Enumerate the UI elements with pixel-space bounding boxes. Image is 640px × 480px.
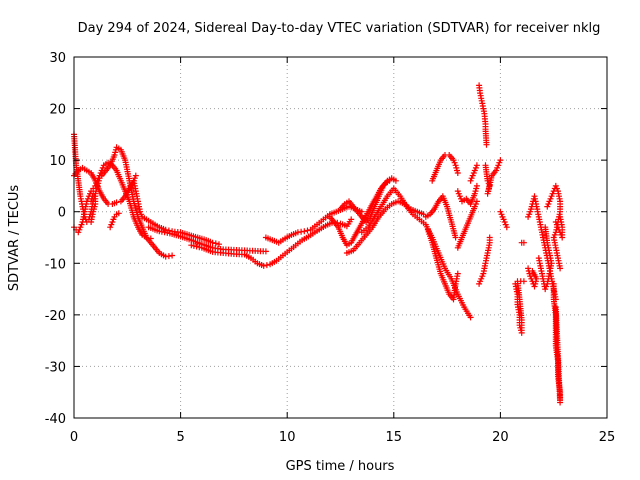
data-marker-path	[454, 182, 480, 207]
data-marker-path	[525, 265, 540, 290]
series-arc-q	[454, 182, 480, 207]
data-marker-path	[518, 239, 527, 246]
series-arc-r	[454, 198, 480, 251]
series-arc-d	[88, 190, 99, 225]
x-tick-label: 25	[599, 430, 616, 445]
data-marker-path	[145, 224, 269, 255]
series-arc-g	[145, 224, 269, 255]
data-points	[71, 82, 566, 406]
data-marker-path	[482, 157, 504, 197]
y-tick-label: 30	[49, 51, 66, 66]
series-arc-o	[422, 193, 459, 241]
data-marker-path	[429, 152, 461, 184]
data-marker-path	[358, 185, 474, 321]
data-marker-path	[476, 234, 493, 287]
data-marker-path	[512, 278, 527, 336]
series-arc-f	[130, 177, 222, 248]
series-arc-t	[476, 82, 490, 148]
series-arc-u	[476, 234, 493, 287]
y-tick-label: 10	[49, 154, 66, 169]
data-marker-path	[107, 210, 122, 231]
series-arc-bb	[535, 224, 555, 293]
data-marker-path	[552, 213, 566, 241]
series-arc-b	[71, 159, 154, 242]
series-arc-v	[482, 157, 504, 197]
data-marker-path	[130, 177, 222, 248]
data-marker-path	[71, 131, 176, 260]
data-marker-path	[497, 208, 510, 231]
series-arc-p	[429, 152, 461, 184]
series-arc-ee	[552, 213, 566, 241]
series-arc-y	[518, 239, 527, 246]
y-tick-label: -30	[45, 360, 66, 375]
data-marker-path	[88, 190, 99, 225]
axis-ticks: 0 5 10 15 20 25 -40 -30 -20 -10 0 10 20 30	[45, 51, 616, 445]
data-marker-path	[476, 82, 490, 148]
x-tick-label: 0	[70, 430, 78, 445]
plot-frame	[73, 56, 608, 419]
chart-title: Day 294 of 2024, Sidereal Day-to-day VTE…	[78, 21, 601, 36]
series-arc-s	[467, 162, 480, 184]
series-arc-x	[512, 278, 527, 336]
data-marker-path	[467, 162, 480, 184]
data-marker-path	[454, 198, 480, 251]
y-tick-label: 0	[58, 206, 66, 221]
y-tick-label: -10	[45, 257, 66, 272]
series-arc-w	[497, 208, 510, 231]
series-arc-n	[424, 226, 461, 303]
y-tick-label: -40	[45, 412, 66, 427]
series-arc-a	[71, 131, 176, 260]
series-arc-z	[525, 265, 540, 290]
x-tick-label: 20	[492, 430, 509, 445]
series-arc-dd	[550, 280, 564, 406]
x-axis-label: GPS time / hours	[286, 459, 395, 474]
data-marker-path	[71, 159, 154, 242]
series-arc-e	[107, 210, 122, 231]
x-tick-label: 5	[176, 430, 184, 445]
data-marker-path	[535, 224, 555, 293]
series-arc-k	[326, 177, 393, 249]
y-axis-label: SDTVAR / TECUs	[7, 185, 22, 292]
x-tick-label: 15	[386, 430, 403, 445]
x-tick-label: 10	[279, 430, 296, 445]
series-arc-m	[358, 185, 474, 321]
y-tick-label: -20	[45, 309, 66, 324]
data-marker-path	[326, 177, 393, 249]
data-marker-path	[424, 226, 461, 303]
data-marker-path	[550, 280, 564, 406]
data-marker-path	[422, 193, 459, 241]
y-tick-label: 20	[49, 103, 66, 118]
